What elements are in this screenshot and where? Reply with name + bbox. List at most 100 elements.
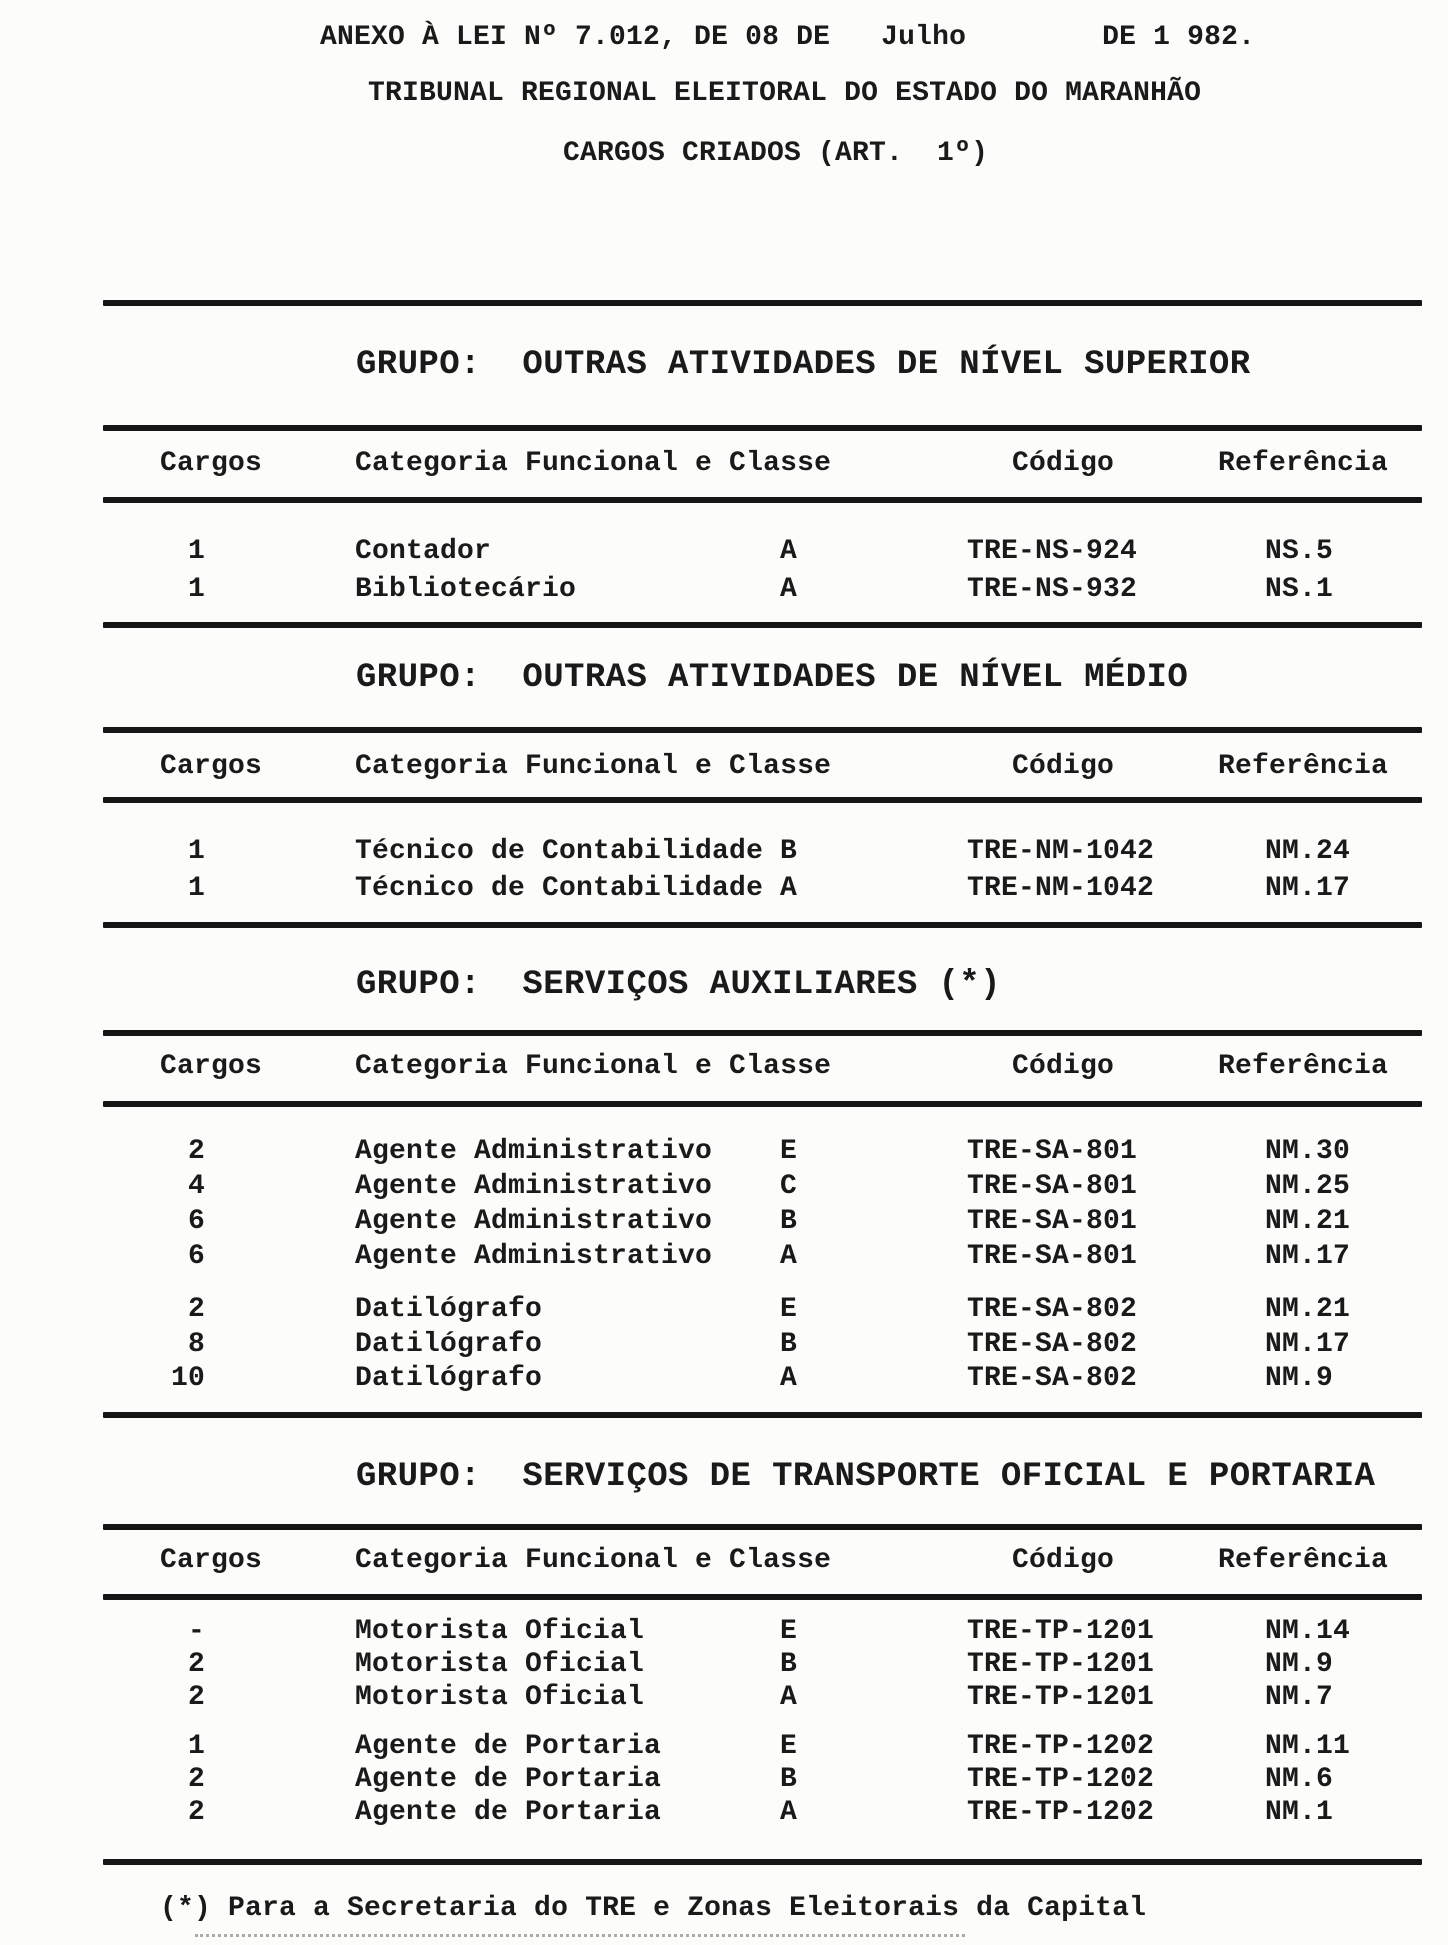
cell-referencia: NM.25: [1265, 1171, 1351, 1202]
table-row: 2 Agente de Portaria B TRE-TP-1202 NM.6: [0, 1766, 1448, 1798]
table-row: 1 Agente de Portaria E TRE-TP-1202 NM.11: [0, 1733, 1448, 1765]
cell-categoria: Datilógrafo: [355, 1294, 543, 1325]
cell-categoria: Motorista Oficial: [355, 1616, 645, 1647]
cell-categoria: Agente Administrativo: [355, 1171, 713, 1202]
table-row: 2 Datilógrafo E TRE-SA-802 NM.21: [0, 1296, 1448, 1328]
cell-classe: A: [780, 574, 798, 605]
column-header-referencia: Referência: [1218, 1545, 1389, 1576]
cell-codigo: TRE-SA-801: [967, 1171, 1138, 1202]
cell-categoria: Motorista Oficial: [355, 1682, 645, 1713]
column-header-codigo: Código: [1012, 751, 1115, 782]
cell-cargos: 6: [187, 1241, 205, 1272]
cell-referencia: NM.6: [1265, 1764, 1334, 1795]
cell-cargos: 6: [187, 1206, 205, 1237]
cell-classe: E: [780, 1136, 798, 1167]
table-row: - Motorista Oficial E TRE-TP-1201 NM.14: [0, 1618, 1448, 1650]
cell-cargos: 2: [187, 1682, 205, 1713]
cell-cargos: 1: [187, 574, 205, 605]
horizontal-rule: [103, 922, 1422, 928]
cell-categoria: Agente de Portaria: [355, 1764, 662, 1795]
cell-referencia: NM.17: [1265, 873, 1351, 904]
cell-cargos: 2: [187, 1649, 205, 1680]
horizontal-rule: [103, 1030, 1422, 1036]
cell-referencia: NM.21: [1265, 1206, 1351, 1237]
cell-classe: A: [780, 873, 798, 904]
table-row: 1 Contador A TRE-NS-924 NS.5: [0, 538, 1448, 570]
cell-codigo: TRE-TP-1201: [967, 1649, 1155, 1680]
cell-cargos: 1: [187, 836, 205, 867]
cell-cargos: 2: [187, 1294, 205, 1325]
column-header-categoria: Categoria Funcional e Classe: [355, 1545, 832, 1576]
table-header-row: Cargos Categoria Funcional e Classe Códi…: [0, 1547, 1448, 1579]
cell-cargos: 1: [187, 1731, 205, 1762]
cell-categoria: Contador: [355, 536, 492, 567]
cell-codigo: TRE-SA-802: [967, 1294, 1138, 1325]
cell-categoria: Agente de Portaria: [355, 1797, 662, 1828]
cell-cargos: 1: [187, 873, 205, 904]
cell-cargos: 2: [187, 1764, 205, 1795]
cell-referencia: NM.11: [1265, 1731, 1351, 1762]
table-row: 1 Técnico de Contabilidade A TRE-NM-1042…: [0, 875, 1448, 907]
cell-referencia: NM.17: [1265, 1329, 1351, 1360]
table-row: 6 Agente Administrativo B TRE-SA-801 NM.…: [0, 1208, 1448, 1240]
column-header-cargos: Cargos: [160, 448, 263, 479]
cell-cargos: 2: [187, 1136, 205, 1167]
column-header-cargos: Cargos: [160, 1051, 263, 1082]
horizontal-rule: [103, 1412, 1422, 1418]
cell-referencia: NM.17: [1265, 1241, 1351, 1272]
cell-referencia: NM.7: [1265, 1682, 1334, 1713]
table-row: 2 Agente Administrativo E TRE-SA-801 NM.…: [0, 1138, 1448, 1170]
table-row: 10 Datilógrafo A TRE-SA-802 NM.9: [0, 1365, 1448, 1397]
cell-referencia: NM.1: [1265, 1797, 1334, 1828]
cell-codigo: TRE-NM-1042: [967, 873, 1155, 904]
footnote: (*) Para a Secretaria do TRE e Zonas Ele…: [160, 1893, 1147, 1924]
table-row: 1 Bibliotecário A TRE-NS-932 NS.1: [0, 576, 1448, 608]
cell-cargos: 4: [187, 1171, 205, 1202]
cell-classe: A: [780, 1241, 798, 1272]
group-title-nivel-medio: GRUPO: OUTRAS ATIVIDADES DE NÍVEL MÉDIO: [356, 659, 1189, 697]
cell-classe: B: [780, 836, 798, 867]
group-title-transporte-portaria: GRUPO: SERVIÇOS DE TRANSPORTE OFICIAL E …: [356, 1458, 1376, 1496]
horizontal-rule: [103, 727, 1422, 733]
cell-cargos: -: [187, 1616, 205, 1647]
cell-cargos: 8: [187, 1329, 205, 1360]
cell-codigo: TRE-NM-1042: [967, 836, 1155, 867]
cell-codigo: TRE-NS-924: [967, 536, 1138, 567]
column-header-categoria: Categoria Funcional e Classe: [355, 1051, 832, 1082]
cell-codigo: TRE-SA-801: [967, 1206, 1138, 1237]
cell-classe: A: [780, 536, 798, 567]
group-title-servicos-auxiliares: GRUPO: SERVIÇOS AUXILIARES (*): [356, 966, 1001, 1004]
horizontal-rule: [103, 797, 1422, 803]
cell-referencia: NS.1: [1265, 574, 1334, 605]
cell-classe: B: [780, 1329, 798, 1360]
column-header-codigo: Código: [1012, 1051, 1115, 1082]
table-row: 4 Agente Administrativo C TRE-SA-801 NM.…: [0, 1173, 1448, 1205]
cell-referencia: NS.5: [1265, 536, 1334, 567]
table-row: 2 Motorista Oficial A TRE-TP-1201 NM.7: [0, 1684, 1448, 1716]
cell-classe: A: [780, 1797, 798, 1828]
cell-classe: E: [780, 1294, 798, 1325]
cell-categoria: Motorista Oficial: [355, 1649, 645, 1680]
cell-referencia: NM.21: [1265, 1294, 1351, 1325]
cell-referencia: NM.9: [1265, 1649, 1334, 1680]
cell-categoria: Bibliotecário: [355, 574, 577, 605]
table-header-row: Cargos Categoria Funcional e Classe Códi…: [0, 450, 1448, 482]
table-row: 8 Datilógrafo B TRE-SA-802 NM.17: [0, 1331, 1448, 1363]
horizontal-rule: [103, 1594, 1422, 1600]
cell-classe: A: [780, 1363, 798, 1394]
column-header-referencia: Referência: [1218, 1051, 1389, 1082]
column-header-cargos: Cargos: [160, 751, 263, 782]
table-row: 6 Agente Administrativo A TRE-SA-801 NM.…: [0, 1243, 1448, 1275]
cell-codigo: TRE-SA-802: [967, 1363, 1138, 1394]
cell-codigo: TRE-SA-802: [967, 1329, 1138, 1360]
horizontal-rule: [103, 425, 1422, 431]
column-header-referencia: Referência: [1218, 448, 1389, 479]
cell-classe: A: [780, 1682, 798, 1713]
cell-categoria: Agente Administrativo: [355, 1136, 713, 1167]
table-header-row: Cargos Categoria Funcional e Classe Códi…: [0, 753, 1448, 785]
horizontal-rule: [103, 300, 1422, 306]
cell-codigo: TRE-TP-1201: [967, 1682, 1155, 1713]
cell-classe: B: [780, 1764, 798, 1795]
cell-classe: B: [780, 1649, 798, 1680]
cell-cargos: 2: [187, 1797, 205, 1828]
